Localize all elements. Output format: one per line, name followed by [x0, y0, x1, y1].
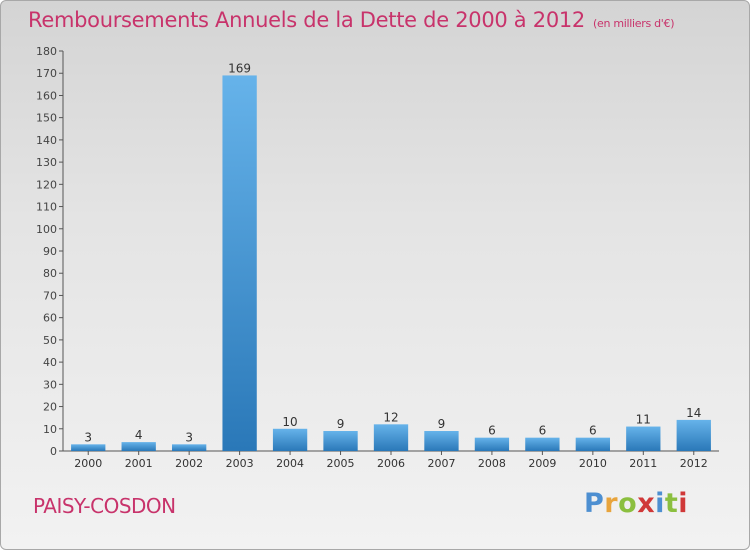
y-tick-label: 0 — [50, 445, 57, 458]
commune-name: PAISY-COSDON — [33, 494, 176, 518]
x-tick-label: 2003 — [226, 457, 254, 470]
data-label: 169 — [228, 61, 251, 75]
logo-letter: x — [637, 488, 656, 519]
data-label: 9 — [438, 417, 446, 431]
logo-letter: o — [618, 488, 638, 519]
bar — [575, 437, 611, 451]
y-tick-label: 130 — [36, 156, 57, 169]
y-tick-label: 10 — [43, 423, 57, 436]
bar-chart: 0 10 20 30 40 50 60 70 80 90 100 110 120 130 140 150 160… — [36, 45, 719, 470]
data-label: 6 — [589, 424, 597, 438]
y-tick-label: 90 — [43, 245, 57, 258]
y-tick-label: 20 — [43, 401, 57, 414]
x-tick-label: 2002 — [175, 457, 203, 470]
data-label: 11 — [636, 413, 651, 427]
x-tick-label: 2001 — [125, 457, 153, 470]
bar — [171, 444, 207, 451]
x-tick-label: 2000 — [74, 457, 102, 470]
y-tick-label: 50 — [43, 334, 57, 347]
y-tick-label: 170 — [36, 67, 57, 80]
data-label: 4 — [135, 428, 143, 442]
bar — [474, 437, 510, 451]
data-label: 6 — [488, 424, 496, 438]
logo-letter: t — [664, 488, 679, 519]
y-tick-label: 70 — [43, 289, 57, 302]
data-label: 3 — [185, 430, 193, 444]
y-tick-label: 40 — [43, 356, 57, 369]
bar — [626, 426, 661, 451]
x-tick-label: 2011 — [629, 457, 657, 470]
logo-letter: P — [584, 488, 605, 519]
data-label: 3 — [84, 430, 92, 444]
y-tick-label: 30 — [43, 378, 57, 391]
bar — [121, 442, 156, 451]
y-tick-label: 80 — [43, 267, 57, 280]
bar — [676, 419, 711, 451]
y-tick-label: 180 — [36, 45, 57, 58]
x-tick-label: 2008 — [478, 457, 506, 470]
y-tick-label: 100 — [36, 223, 57, 236]
y-tick-label: 160 — [36, 89, 57, 102]
data-label: 10 — [282, 415, 297, 429]
data-label: 12 — [383, 410, 398, 424]
bar — [373, 424, 409, 451]
y-tick-label: 120 — [36, 178, 57, 191]
data-label: 9 — [337, 417, 345, 431]
logo-letter: i — [678, 488, 689, 519]
logo-letter: r — [604, 488, 619, 519]
unit-note: (en milliers d'€) — [593, 17, 675, 30]
bar — [222, 75, 257, 451]
y-tick-label: 110 — [36, 201, 57, 214]
axes: 0 10 20 30 40 50 60 70 80 90 100 110 120 130 140 150 160… — [36, 45, 719, 470]
x-tick-label: 2012 — [680, 457, 708, 470]
data-label: 14 — [686, 406, 701, 420]
x-tick-label: 2005 — [327, 457, 355, 470]
x-tick-label: 2009 — [528, 457, 556, 470]
x-tick-label: 2007 — [427, 457, 455, 470]
x-tick-label: 2004 — [276, 457, 304, 470]
chart-title-text: Remboursements Annuels de la Dette de 20… — [28, 8, 585, 32]
proxiti-logo: Proxiti — [584, 488, 688, 519]
bar — [323, 431, 358, 451]
y-tick-label: 150 — [36, 112, 57, 125]
bar — [272, 428, 308, 451]
bar — [424, 431, 459, 451]
logo-letter: i — [655, 488, 665, 519]
x-tick-label: 2010 — [579, 457, 607, 470]
bar — [525, 437, 560, 451]
chart-title: Remboursements Annuels de la Dette de 20… — [28, 8, 674, 32]
x-tick-label: 2006 — [377, 457, 405, 470]
y-tick-label: 60 — [43, 312, 57, 325]
bars: 3 4 3 169 10 9 12 9 6 6 6 11 14 — [71, 61, 711, 451]
y-tick-label: 140 — [36, 134, 57, 147]
bar — [71, 444, 106, 451]
data-label: 6 — [539, 424, 547, 438]
